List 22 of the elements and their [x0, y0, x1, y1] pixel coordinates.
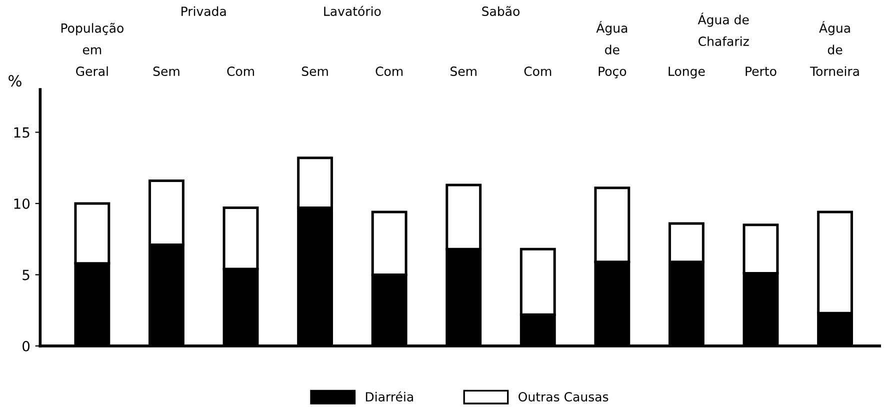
y-tick-label: 15: [14, 127, 30, 138]
y-tick-label: 0: [22, 340, 30, 352]
x-tick-label: Sem: [302, 66, 328, 76]
x-tick-label: Água de Poço: [596, 21, 628, 78]
y-tick-label: 10: [14, 198, 30, 209]
y-tick-label: 5: [22, 270, 30, 280]
x-tick-label: Com: [524, 66, 552, 76]
x-tick-label: Sem: [450, 66, 476, 76]
x-tick-label: Longe: [668, 66, 705, 78]
text: Privada: [182, 6, 226, 16]
x-tick-label: Perto: [746, 66, 776, 76]
x-tick-label: Água de Torneira: [810, 21, 859, 76]
text: Lavatório: [324, 6, 381, 16]
legend-label: Outras Causas: [518, 392, 608, 402]
text: Sabão: [482, 6, 520, 16]
y-axis-title: %: [8, 75, 22, 87]
text: Água de Chafariz: [698, 12, 749, 46]
x-tick-label: Com: [376, 66, 403, 76]
x-tick-label: Sem: [153, 66, 180, 76]
x-tick-label: População em Geral: [61, 22, 124, 76]
x-tick-label: Com: [227, 66, 254, 76]
legend-label: Diarréia: [366, 391, 413, 402]
